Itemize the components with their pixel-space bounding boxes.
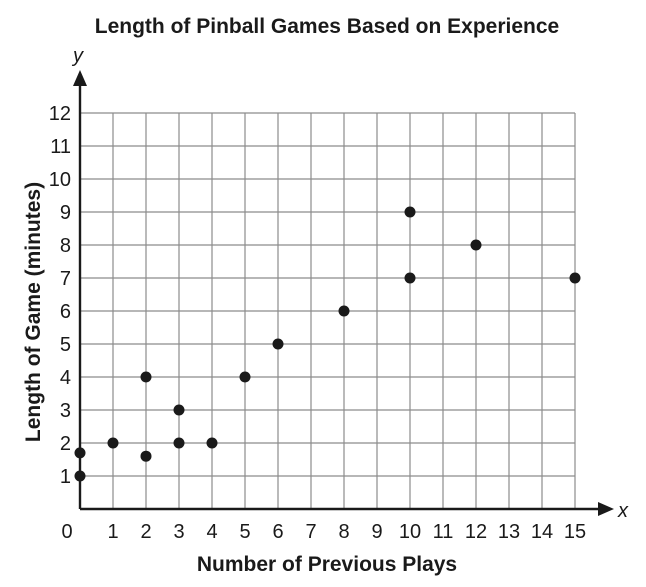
data-point [404, 206, 416, 218]
x-tick-label: 9 [371, 521, 382, 543]
x-tick-label: 1 [107, 521, 118, 543]
x-tick-label: 10 [399, 521, 421, 543]
axes [73, 70, 614, 516]
data-point [272, 338, 284, 350]
grid [80, 112, 576, 509]
y-tick-label: 11 [50, 136, 71, 158]
data-point [74, 470, 86, 482]
data-points [74, 206, 581, 482]
x-tick-label: 0 [61, 521, 72, 543]
x-tick-labels: 0 1 2 3 4 5 6 7 8 9 10 11 12 13 14 15 [61, 521, 586, 543]
y-axis-label: Length of Game (minutes) [22, 182, 45, 442]
data-point [404, 272, 416, 284]
data-point [470, 239, 482, 251]
data-point [107, 437, 119, 449]
x-tick-label: 7 [305, 521, 316, 543]
y-tick-label: 4 [60, 367, 71, 389]
y-tick-label: 5 [60, 334, 71, 356]
x-tick-label: 14 [531, 521, 553, 543]
y-tick-label: 9 [60, 202, 71, 224]
y-tick-label: 2 [60, 433, 71, 455]
y-axis-arrow [73, 70, 87, 86]
data-point [569, 272, 581, 284]
x-tick-label: 2 [140, 521, 151, 543]
x-tick-label: 12 [465, 521, 487, 543]
data-point [74, 447, 86, 459]
y-tick-label: 6 [60, 301, 71, 323]
y-tick-label: 8 [60, 235, 71, 257]
data-point [173, 404, 185, 416]
x-tick-label: 13 [498, 521, 520, 543]
x-tick-label: 8 [338, 521, 349, 543]
y-tick-label: 3 [60, 400, 71, 422]
x-tick-label: 5 [239, 521, 250, 543]
chart-title: Length of Pinball Games Based on Experie… [95, 15, 559, 38]
y-tick-label: 1 [60, 466, 71, 488]
x-tick-label: 15 [564, 521, 586, 543]
x-axis-arrow [598, 502, 614, 516]
y-tick-label: 7 [60, 268, 71, 290]
y-axis-variable: y [71, 45, 84, 67]
data-point [239, 371, 251, 383]
data-point [140, 371, 152, 383]
x-tick-label: 3 [173, 521, 184, 543]
y-tick-label: 10 [49, 169, 71, 191]
x-tick-label: 4 [206, 521, 217, 543]
y-tick-label: 12 [49, 103, 71, 125]
x-axis-variable: x [617, 500, 629, 522]
x-axis-label: Number of Previous Plays [197, 553, 457, 576]
x-tick-label: 6 [272, 521, 283, 543]
data-point [140, 450, 152, 462]
data-point [173, 437, 185, 449]
data-point [338, 305, 350, 317]
x-tick-label: 11 [433, 521, 454, 543]
data-point [206, 437, 218, 449]
